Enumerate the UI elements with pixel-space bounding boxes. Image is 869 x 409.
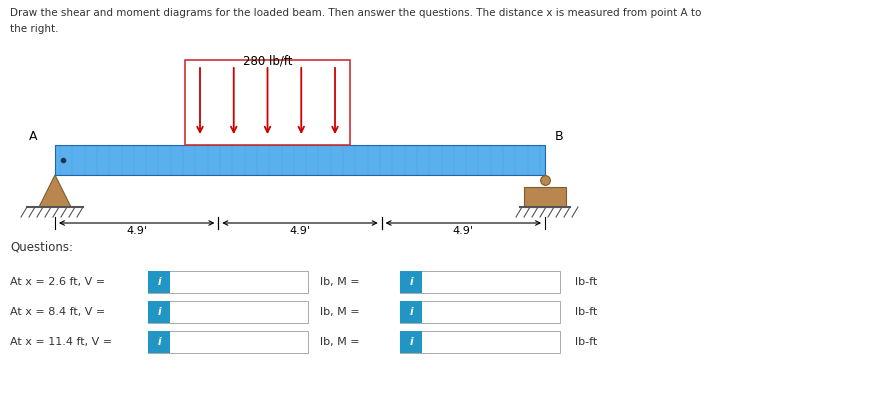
Text: lb, M =: lb, M =	[320, 277, 359, 287]
Text: B: B	[554, 130, 563, 143]
Bar	[148, 301, 169, 323]
Text: i: i	[408, 277, 412, 287]
Text: 4.9': 4.9'	[126, 226, 147, 236]
Bar	[148, 271, 169, 293]
Text: i: i	[157, 307, 161, 317]
Bar	[148, 301, 308, 323]
Text: At x = 8.4 ft, V =: At x = 8.4 ft, V =	[10, 307, 105, 317]
Bar	[400, 271, 560, 293]
Bar	[400, 271, 421, 293]
Text: At x = 2.6 ft, V =: At x = 2.6 ft, V =	[10, 277, 105, 287]
Text: lb-ft: lb-ft	[574, 337, 596, 347]
Text: At x = 11.4 ft, V =: At x = 11.4 ft, V =	[10, 337, 112, 347]
Bar	[400, 301, 560, 323]
Text: Questions:: Questions:	[10, 240, 73, 253]
Bar	[400, 301, 421, 323]
Text: lb-ft: lb-ft	[574, 277, 596, 287]
Text: lb-ft: lb-ft	[574, 307, 596, 317]
Text: 280 lb/ft: 280 lb/ft	[242, 55, 292, 68]
Text: lb, M =: lb, M =	[320, 307, 359, 317]
Text: A: A	[29, 130, 37, 143]
Text: Draw the shear and moment diagrams for the loaded beam. Then answer the question: Draw the shear and moment diagrams for t…	[10, 8, 700, 18]
Bar	[400, 331, 421, 353]
Bar	[148, 271, 308, 293]
Bar	[185, 60, 349, 145]
Bar	[148, 331, 308, 353]
Text: 4.9': 4.9'	[289, 226, 310, 236]
Text: lb, M =: lb, M =	[320, 337, 359, 347]
Text: i: i	[157, 277, 161, 287]
Bar	[55, 145, 544, 175]
Text: 4.9': 4.9'	[452, 226, 474, 236]
Text: i: i	[408, 307, 412, 317]
Bar	[400, 331, 560, 353]
Text: the right.: the right.	[10, 24, 58, 34]
Bar	[523, 187, 566, 207]
Text: i: i	[408, 337, 412, 347]
Bar	[148, 331, 169, 353]
Polygon shape	[39, 175, 71, 207]
Text: i: i	[157, 337, 161, 347]
